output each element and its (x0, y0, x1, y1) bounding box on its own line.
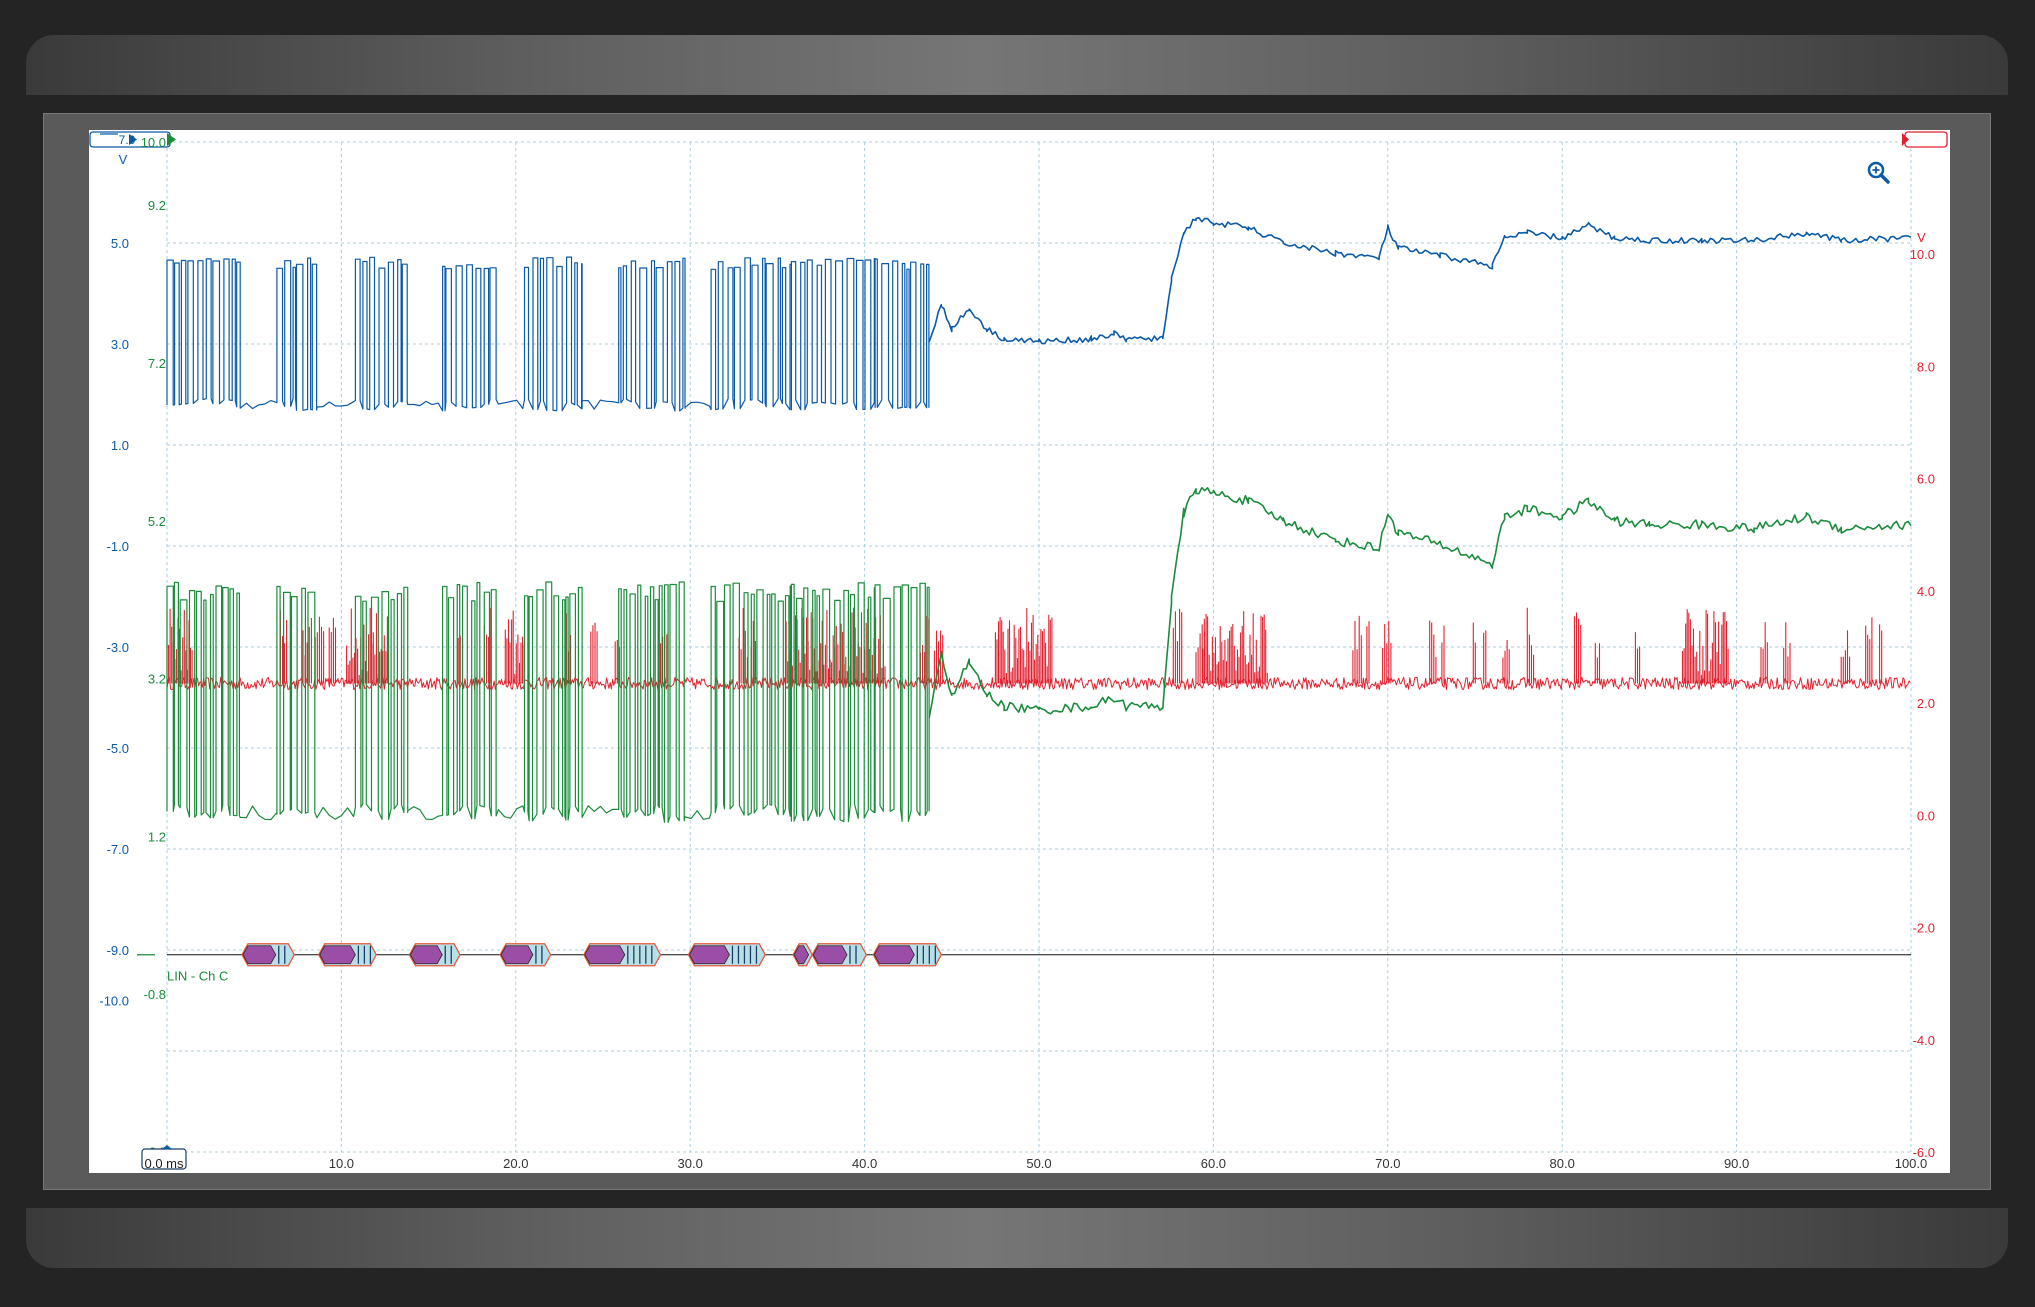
y-tick-c: 1.2 (148, 829, 166, 844)
y-tick-a: -9.0 (107, 943, 129, 958)
y-tick-a: -3.0 (107, 640, 129, 655)
y-tick-b: -2.0 (1913, 921, 1935, 936)
y-tick-b: 8.0 (1917, 359, 1935, 374)
channel-b-range-box[interactable] (1904, 131, 1948, 148)
lin-frame-header (319, 945, 356, 965)
y-tick-c: 9.2 (148, 198, 166, 213)
y-tick-b: -4.0 (1913, 1033, 1935, 1048)
y-tick-a: 3.0 (111, 337, 129, 352)
channel-a-unit: V (119, 152, 128, 167)
channel-b-spikes (166, 607, 1883, 684)
x-tick-label: 90.0 (1724, 1156, 1749, 1171)
y-tick-c: 3.2 (148, 672, 166, 687)
channel-a-trace (928, 216, 1912, 345)
lin-frame-header (812, 945, 848, 965)
lin-frame[interactable] (792, 943, 814, 967)
zoom-handle (1879, 173, 1890, 184)
y-tick-a: -5.0 (107, 741, 129, 756)
time-ruler-marker-icon[interactable] (162, 1145, 172, 1149)
zoom-in-icon[interactable] (1867, 161, 1885, 179)
channel-c-unit: V (152, 130, 161, 132)
y-tick-a: -7.0 (107, 842, 129, 857)
x-tick-label: 30.0 (678, 1156, 703, 1171)
lin-frame[interactable] (872, 943, 943, 967)
y-tick-c: -0.8 (144, 987, 166, 1002)
y-tick-a: 1.0 (111, 438, 129, 453)
channel-c-top-label: 10.0 (141, 135, 166, 150)
y-tick-b: 4.0 (1917, 584, 1935, 599)
lin-frame-header (242, 945, 277, 965)
lin-frame[interactable] (317, 943, 378, 967)
lin-frame-header (688, 945, 730, 965)
lin-frame[interactable] (583, 943, 662, 967)
x-tick-label: 100.0 (1895, 1156, 1928, 1171)
lin-frame-header (873, 945, 915, 965)
lin-label: LIN - Ch C (167, 969, 228, 984)
y-tick-b: 10.0 (1910, 247, 1935, 262)
lin-frame[interactable] (241, 943, 296, 967)
lin-frame-header (409, 945, 443, 965)
bottom-bezel (26, 1208, 2008, 1268)
x-tick-label: 80.0 (1550, 1156, 1575, 1171)
y-tick-b: 2.0 (1917, 696, 1935, 711)
lin-frame[interactable] (811, 943, 868, 967)
x-tick-label: 60.0 (1201, 1156, 1226, 1171)
lin-frame-header (793, 945, 810, 965)
oscilloscope-plot: 5.0 3.0 1.0 -1.0 -3.0 -5.0 -7.0 -9.0 -10.0 7.0 V 9.… (89, 130, 1950, 1173)
y-tick-a: 5.0 (111, 236, 129, 251)
channel-c-marker-icon[interactable] (167, 133, 176, 146)
x-tick-label: 50.0 (1026, 1156, 1051, 1171)
lin-frame-header (584, 945, 626, 965)
y-tick-a: -10.0 (99, 994, 129, 1009)
x-tick-label: 40.0 (852, 1156, 877, 1171)
channel-c-bursts (166, 581, 930, 823)
y-tick-b: -6.0 (1913, 1145, 1935, 1160)
lin-frame-header (500, 945, 534, 965)
x-tick-label: 20.0 (503, 1156, 528, 1171)
y-tick-b: 6.0 (1917, 472, 1935, 487)
lin-frame[interactable] (408, 943, 461, 967)
channel-b-baseline (166, 676, 1911, 691)
channel-a-marker-icon[interactable] (129, 134, 137, 145)
zoom-plus (1872, 166, 1880, 174)
lin-frame[interactable] (499, 943, 552, 967)
channel-a-bursts (166, 256, 930, 412)
scope-chart: 5.03.01.0-1.0-3.0-5.0-7.0-9.0-10.07.0V9.… (89, 130, 1948, 1171)
lin-frame[interactable] (687, 943, 766, 967)
y-tick-a: -1.0 (107, 539, 129, 554)
x-start-label: 0.0 ms (144, 1156, 184, 1171)
y-tick-b: 0.0 (1917, 808, 1935, 823)
channel-b-marker-icon[interactable] (1902, 133, 1909, 146)
x-tick-label: 10.0 (329, 1156, 354, 1171)
channel-c-trace (928, 486, 1912, 719)
y-tick-c: 7.2 (148, 356, 166, 371)
y-tick-c: 5.2 (148, 514, 166, 529)
top-bezel (26, 35, 2008, 95)
x-tick-label: 70.0 (1375, 1156, 1400, 1171)
channel-b-unit: V (1917, 230, 1926, 245)
